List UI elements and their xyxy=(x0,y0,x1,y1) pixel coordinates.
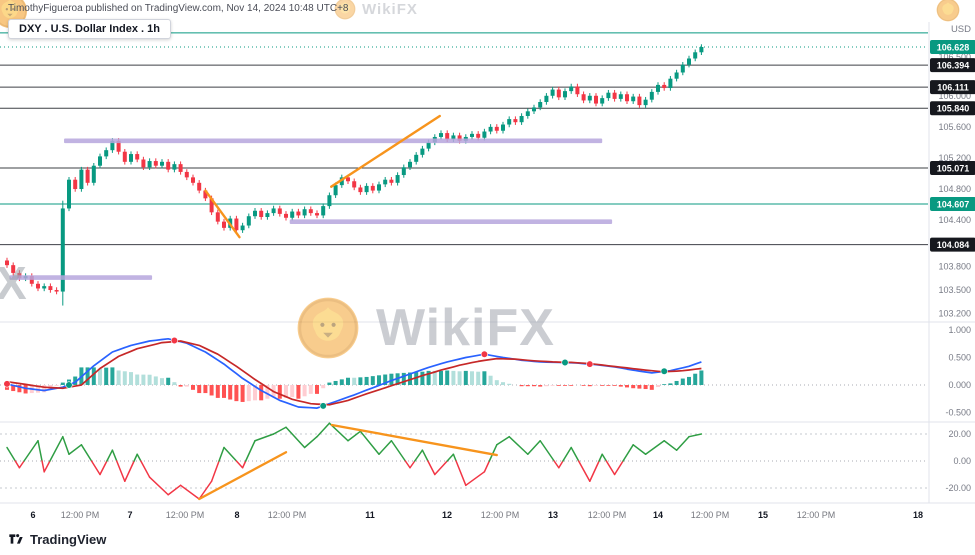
time-axis-time-label: 12:00 PM xyxy=(268,510,307,520)
svg-text:20.00: 20.00 xyxy=(948,429,971,439)
tradingview-label: TradingView xyxy=(30,531,107,547)
time-axis-time-label: 12:00 PM xyxy=(588,510,627,520)
svg-text:0.00: 0.00 xyxy=(953,456,971,466)
time-axis-day-label: 11 xyxy=(365,510,375,520)
tradingview-icon xyxy=(9,534,23,544)
time-axis: 6 12:00 PM 7 12:00 PM 8 12:00 PM 11 12 12:00 PM 1… xyxy=(30,510,923,520)
oscillator-panel xyxy=(0,422,928,501)
time-axis-time-label: 12:00 PM xyxy=(797,510,836,520)
svg-text:103.200: 103.200 xyxy=(938,308,971,318)
svg-text:1.000: 1.000 xyxy=(948,325,971,335)
time-axis-day-label: 13 xyxy=(548,510,558,520)
svg-text:106.111: 106.111 xyxy=(937,83,969,93)
price-trendlines xyxy=(204,114,441,239)
tradingview-logo[interactable]: TradingView xyxy=(8,531,106,547)
svg-text:105.200: 105.200 xyxy=(938,153,971,163)
svg-text:104.400: 104.400 xyxy=(938,215,971,225)
svg-text:105.600: 105.600 xyxy=(938,122,971,132)
time-axis-day-label: 7 xyxy=(127,510,132,520)
svg-text:106.628: 106.628 xyxy=(937,43,970,53)
time-axis-time-label: 12:00 PM xyxy=(691,510,730,520)
time-axis-time-label: 12:00 PM xyxy=(481,510,520,520)
time-axis-time-label: 12:00 PM xyxy=(166,510,205,520)
svg-text:105.071: 105.071 xyxy=(937,163,970,173)
time-axis-day-label: 18 xyxy=(913,510,923,520)
svg-text:-0.500: -0.500 xyxy=(945,408,971,418)
time-axis-day-label: 14 xyxy=(653,510,663,520)
svg-text:103.500: 103.500 xyxy=(938,285,971,295)
price-axis: USD 106.500 106.000 105.600 105.200 104.800 10… xyxy=(930,24,975,493)
candles-layer xyxy=(5,44,704,306)
svg-text:-20.00: -20.00 xyxy=(945,483,971,493)
macd-panel xyxy=(0,336,928,410)
svg-text:104.607: 104.607 xyxy=(937,200,970,210)
time-axis-day-label: 15 xyxy=(758,510,768,520)
time-axis-day-label: 6 xyxy=(30,510,35,520)
zone-lines xyxy=(9,138,613,280)
svg-text:104.084: 104.084 xyxy=(937,240,970,250)
publish-attribution: TimothyFigueroa published on TradingView… xyxy=(8,3,349,14)
svg-text:106.500: 106.500 xyxy=(938,52,971,62)
time-axis-day-label: 12 xyxy=(442,510,452,520)
svg-text:106.394: 106.394 xyxy=(937,61,970,71)
axis-unit-label: USD xyxy=(951,24,971,35)
symbol-title-badge[interactable]: DXY . U.S. Dollar Index . 1h xyxy=(8,19,172,39)
panel-frame xyxy=(0,22,975,504)
svg-text:105.840: 105.840 xyxy=(937,104,970,114)
svg-text:103.800: 103.800 xyxy=(938,262,971,272)
svg-text:104.800: 104.800 xyxy=(938,184,971,194)
svg-text:106.000: 106.000 xyxy=(938,91,971,101)
time-axis-time-label: 12:00 PM xyxy=(61,510,100,520)
svg-text:0.500: 0.500 xyxy=(948,353,971,363)
svg-text:0.000: 0.000 xyxy=(948,380,971,390)
time-axis-day-label: 8 xyxy=(234,510,239,520)
